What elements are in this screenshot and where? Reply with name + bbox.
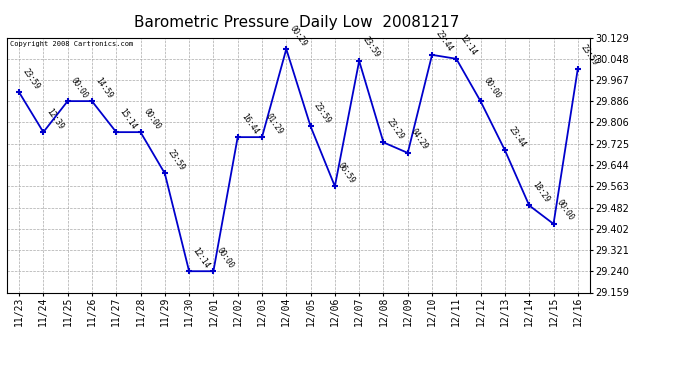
Text: 01:29: 01:29	[264, 112, 284, 136]
Text: 00:00: 00:00	[142, 106, 163, 131]
Text: 15:14: 15:14	[117, 106, 138, 131]
Text: 00:00: 00:00	[555, 198, 575, 222]
Text: 23:59: 23:59	[166, 148, 187, 172]
Text: 12:14: 12:14	[190, 246, 211, 270]
Text: 23:59: 23:59	[21, 67, 41, 91]
Text: 23:59: 23:59	[361, 35, 381, 60]
Text: 12:14: 12:14	[457, 33, 478, 57]
Text: 23:44: 23:44	[506, 125, 527, 149]
Text: 06:59: 06:59	[336, 161, 357, 185]
Text: 23:44: 23:44	[433, 29, 454, 54]
Text: Copyright 2008 Cartronics.com: Copyright 2008 Cartronics.com	[10, 41, 133, 47]
Text: 00:00: 00:00	[482, 76, 502, 100]
Text: 23:29: 23:29	[385, 117, 406, 141]
Text: Barometric Pressure  Daily Low  20081217: Barometric Pressure Daily Low 20081217	[134, 15, 460, 30]
Text: 14:59: 14:59	[93, 76, 114, 100]
Text: 16:44: 16:44	[239, 112, 259, 136]
Text: 23:59: 23:59	[312, 101, 333, 125]
Text: 04:29: 04:29	[409, 128, 430, 152]
Text: 00:29: 00:29	[288, 24, 308, 48]
Text: 18:29: 18:29	[531, 180, 551, 204]
Text: 00:00: 00:00	[69, 76, 90, 100]
Text: 23:59: 23:59	[579, 43, 600, 68]
Text: 12:39: 12:39	[45, 106, 66, 131]
Text: 00:00: 00:00	[215, 246, 235, 270]
